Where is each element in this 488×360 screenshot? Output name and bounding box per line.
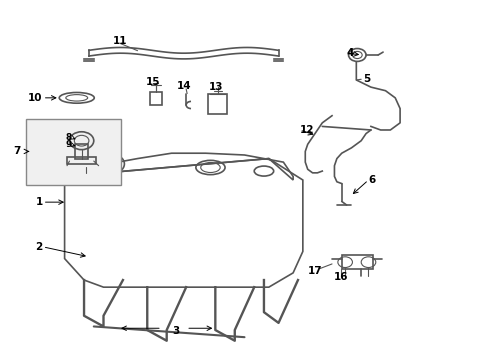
Text: 1: 1 <box>36 197 42 207</box>
Text: 14: 14 <box>176 81 191 91</box>
Text: 11: 11 <box>113 36 127 46</box>
Text: 9: 9 <box>65 140 72 149</box>
Text: 3: 3 <box>172 327 180 337</box>
Text: 7: 7 <box>14 147 21 157</box>
Bar <box>341 255 372 269</box>
Text: 6: 6 <box>368 175 375 185</box>
Text: 5: 5 <box>363 74 370 84</box>
Text: 16: 16 <box>333 272 347 282</box>
FancyBboxPatch shape <box>26 119 120 185</box>
Bar <box>75 144 88 158</box>
Text: 10: 10 <box>28 93 42 103</box>
Bar <box>150 93 162 105</box>
Text: 17: 17 <box>307 266 322 276</box>
Text: 4: 4 <box>346 48 353 58</box>
Text: 2: 2 <box>36 242 42 252</box>
Bar <box>67 157 96 164</box>
Text: 13: 13 <box>209 82 223 92</box>
Text: 8: 8 <box>65 133 72 142</box>
Text: 12: 12 <box>299 125 313 135</box>
Text: 15: 15 <box>145 77 160 87</box>
Bar <box>207 94 227 114</box>
